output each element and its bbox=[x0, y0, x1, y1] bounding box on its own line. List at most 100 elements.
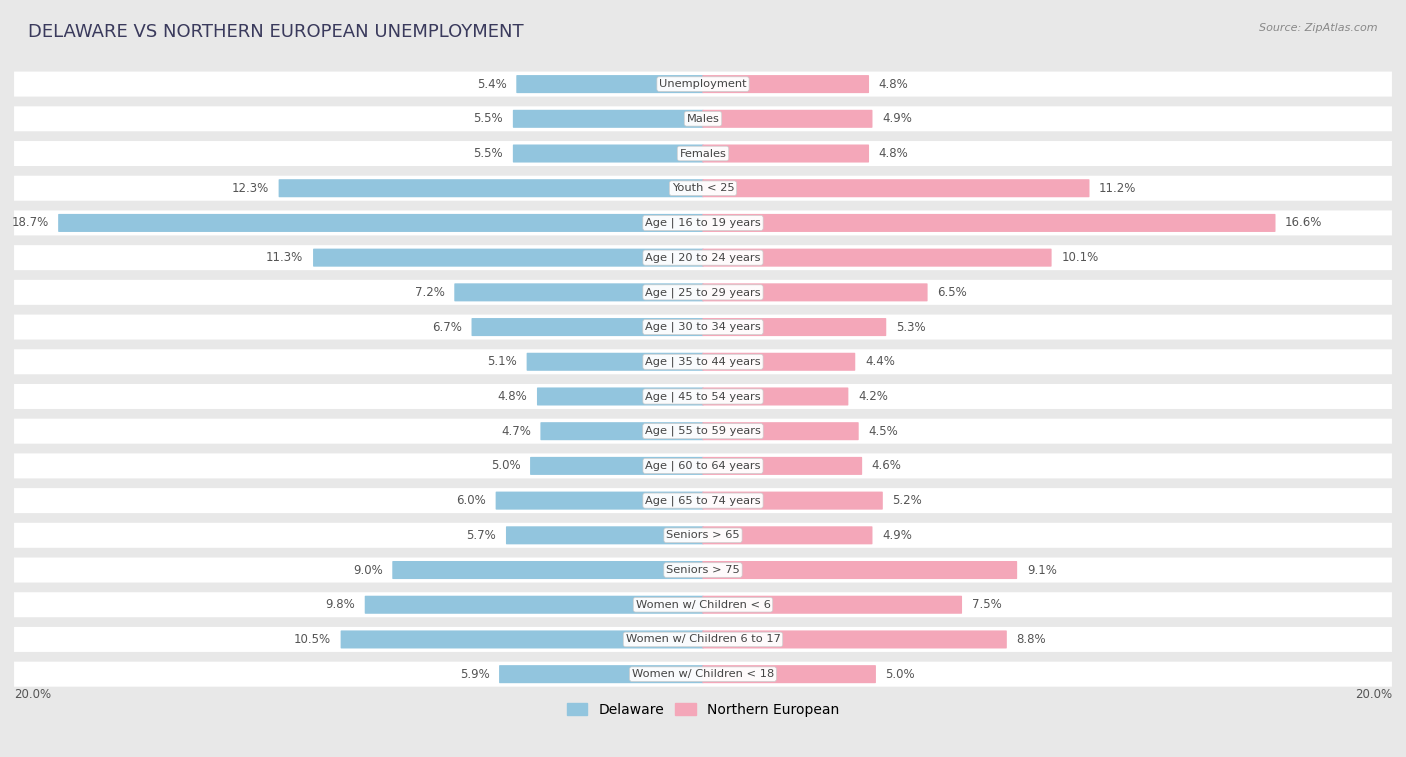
Text: 5.0%: 5.0% bbox=[886, 668, 915, 681]
FancyBboxPatch shape bbox=[340, 631, 703, 649]
FancyBboxPatch shape bbox=[14, 141, 1392, 166]
Text: 5.3%: 5.3% bbox=[896, 320, 925, 334]
Text: 4.5%: 4.5% bbox=[869, 425, 898, 438]
FancyBboxPatch shape bbox=[14, 176, 1392, 201]
Text: 4.6%: 4.6% bbox=[872, 459, 901, 472]
FancyBboxPatch shape bbox=[703, 214, 1275, 232]
Text: 6.0%: 6.0% bbox=[456, 494, 486, 507]
Text: Unemployment: Unemployment bbox=[659, 79, 747, 89]
FancyBboxPatch shape bbox=[14, 315, 1392, 340]
Text: 7.2%: 7.2% bbox=[415, 286, 444, 299]
Text: 4.9%: 4.9% bbox=[882, 529, 912, 542]
FancyBboxPatch shape bbox=[278, 179, 703, 198]
FancyBboxPatch shape bbox=[471, 318, 703, 336]
FancyBboxPatch shape bbox=[14, 488, 1392, 513]
Text: Seniors > 75: Seniors > 75 bbox=[666, 565, 740, 575]
Text: 12.3%: 12.3% bbox=[232, 182, 269, 195]
FancyBboxPatch shape bbox=[513, 110, 703, 128]
Text: 5.0%: 5.0% bbox=[491, 459, 520, 472]
FancyBboxPatch shape bbox=[703, 388, 848, 406]
Text: Age | 16 to 19 years: Age | 16 to 19 years bbox=[645, 218, 761, 228]
Text: 9.1%: 9.1% bbox=[1026, 563, 1057, 577]
Text: 10.5%: 10.5% bbox=[294, 633, 330, 646]
FancyBboxPatch shape bbox=[703, 491, 883, 509]
Text: 20.0%: 20.0% bbox=[1355, 687, 1392, 700]
FancyBboxPatch shape bbox=[496, 491, 703, 509]
Text: 5.5%: 5.5% bbox=[474, 112, 503, 126]
Text: 10.1%: 10.1% bbox=[1062, 251, 1098, 264]
FancyBboxPatch shape bbox=[703, 283, 928, 301]
FancyBboxPatch shape bbox=[314, 248, 703, 266]
Text: 4.8%: 4.8% bbox=[879, 78, 908, 91]
FancyBboxPatch shape bbox=[703, 422, 859, 441]
FancyBboxPatch shape bbox=[14, 523, 1392, 548]
Text: Age | 55 to 59 years: Age | 55 to 59 years bbox=[645, 426, 761, 437]
FancyBboxPatch shape bbox=[703, 561, 1017, 579]
Text: 4.8%: 4.8% bbox=[879, 147, 908, 160]
FancyBboxPatch shape bbox=[14, 349, 1392, 374]
FancyBboxPatch shape bbox=[703, 145, 869, 163]
FancyBboxPatch shape bbox=[14, 72, 1392, 97]
FancyBboxPatch shape bbox=[14, 419, 1392, 444]
Text: 4.4%: 4.4% bbox=[865, 355, 894, 368]
Text: 7.5%: 7.5% bbox=[972, 598, 1001, 611]
FancyBboxPatch shape bbox=[527, 353, 703, 371]
Text: Age | 35 to 44 years: Age | 35 to 44 years bbox=[645, 357, 761, 367]
FancyBboxPatch shape bbox=[58, 214, 703, 232]
Text: Women w/ Children 6 to 17: Women w/ Children 6 to 17 bbox=[626, 634, 780, 644]
FancyBboxPatch shape bbox=[14, 558, 1392, 583]
Text: 5.4%: 5.4% bbox=[477, 78, 506, 91]
Text: Age | 65 to 74 years: Age | 65 to 74 years bbox=[645, 495, 761, 506]
Text: Age | 30 to 34 years: Age | 30 to 34 years bbox=[645, 322, 761, 332]
FancyBboxPatch shape bbox=[14, 627, 1392, 652]
Text: Source: ZipAtlas.com: Source: ZipAtlas.com bbox=[1260, 23, 1378, 33]
Text: DELAWARE VS NORTHERN EUROPEAN UNEMPLOYMENT: DELAWARE VS NORTHERN EUROPEAN UNEMPLOYME… bbox=[28, 23, 524, 41]
FancyBboxPatch shape bbox=[703, 457, 862, 475]
FancyBboxPatch shape bbox=[703, 75, 869, 93]
FancyBboxPatch shape bbox=[364, 596, 703, 614]
FancyBboxPatch shape bbox=[14, 280, 1392, 305]
Legend: Delaware, Northern European: Delaware, Northern European bbox=[561, 697, 845, 722]
Text: 9.0%: 9.0% bbox=[353, 563, 382, 577]
FancyBboxPatch shape bbox=[506, 526, 703, 544]
FancyBboxPatch shape bbox=[703, 526, 873, 544]
FancyBboxPatch shape bbox=[703, 248, 1052, 266]
Text: Seniors > 65: Seniors > 65 bbox=[666, 531, 740, 540]
Text: 6.5%: 6.5% bbox=[938, 286, 967, 299]
Text: Females: Females bbox=[679, 148, 727, 158]
FancyBboxPatch shape bbox=[14, 106, 1392, 131]
Text: 5.2%: 5.2% bbox=[893, 494, 922, 507]
FancyBboxPatch shape bbox=[703, 631, 1007, 649]
Text: 4.8%: 4.8% bbox=[498, 390, 527, 403]
FancyBboxPatch shape bbox=[703, 596, 962, 614]
FancyBboxPatch shape bbox=[499, 665, 703, 683]
Text: 5.1%: 5.1% bbox=[488, 355, 517, 368]
Text: Women w/ Children < 6: Women w/ Children < 6 bbox=[636, 600, 770, 609]
FancyBboxPatch shape bbox=[454, 283, 703, 301]
FancyBboxPatch shape bbox=[703, 318, 886, 336]
FancyBboxPatch shape bbox=[14, 384, 1392, 409]
Text: 6.7%: 6.7% bbox=[432, 320, 461, 334]
Text: 5.5%: 5.5% bbox=[474, 147, 503, 160]
Text: Youth < 25: Youth < 25 bbox=[672, 183, 734, 193]
Text: 11.3%: 11.3% bbox=[266, 251, 304, 264]
Text: Age | 20 to 24 years: Age | 20 to 24 years bbox=[645, 252, 761, 263]
Text: 20.0%: 20.0% bbox=[14, 687, 51, 700]
FancyBboxPatch shape bbox=[530, 457, 703, 475]
FancyBboxPatch shape bbox=[14, 662, 1392, 687]
Text: 16.6%: 16.6% bbox=[1285, 217, 1323, 229]
Text: 5.7%: 5.7% bbox=[467, 529, 496, 542]
Text: 11.2%: 11.2% bbox=[1099, 182, 1136, 195]
Text: Women w/ Children < 18: Women w/ Children < 18 bbox=[631, 669, 775, 679]
FancyBboxPatch shape bbox=[14, 210, 1392, 235]
Text: 5.9%: 5.9% bbox=[460, 668, 489, 681]
Text: Age | 45 to 54 years: Age | 45 to 54 years bbox=[645, 391, 761, 402]
Text: 18.7%: 18.7% bbox=[11, 217, 48, 229]
Text: Age | 60 to 64 years: Age | 60 to 64 years bbox=[645, 461, 761, 471]
Text: 8.8%: 8.8% bbox=[1017, 633, 1046, 646]
FancyBboxPatch shape bbox=[392, 561, 703, 579]
FancyBboxPatch shape bbox=[537, 388, 703, 406]
Text: 4.9%: 4.9% bbox=[882, 112, 912, 126]
Text: 4.7%: 4.7% bbox=[501, 425, 531, 438]
FancyBboxPatch shape bbox=[14, 592, 1392, 617]
